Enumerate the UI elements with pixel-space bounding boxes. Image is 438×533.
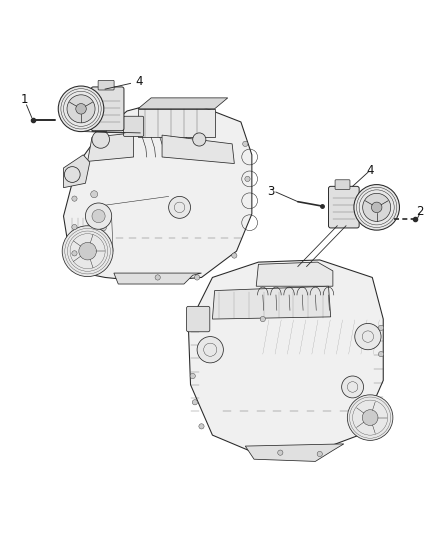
Circle shape [92,209,105,223]
Circle shape [169,197,191,219]
Circle shape [72,224,77,230]
Circle shape [354,184,399,230]
Circle shape [317,451,322,457]
Circle shape [243,141,248,147]
Circle shape [99,224,106,231]
Circle shape [85,203,112,229]
Circle shape [347,395,393,440]
Bar [95,121,106,131]
FancyBboxPatch shape [335,180,350,189]
Circle shape [92,131,110,148]
Circle shape [362,410,378,425]
FancyBboxPatch shape [91,87,124,131]
Circle shape [58,86,104,132]
Polygon shape [212,286,331,319]
Text: 1: 1 [20,93,28,106]
Circle shape [342,376,364,398]
FancyBboxPatch shape [124,116,144,136]
Circle shape [232,253,237,258]
Text: 4: 4 [135,75,143,88]
Circle shape [199,424,204,429]
Polygon shape [64,155,90,188]
Polygon shape [162,135,234,164]
Circle shape [378,325,384,330]
FancyBboxPatch shape [187,306,210,332]
Circle shape [64,167,80,182]
Text: 2: 2 [416,205,424,218]
Circle shape [76,103,86,114]
Circle shape [155,275,160,280]
Text: 4: 4 [366,164,374,176]
Circle shape [190,374,195,378]
Polygon shape [88,133,134,161]
Polygon shape [64,102,252,282]
Circle shape [104,241,111,248]
Polygon shape [245,444,344,462]
Text: 3: 3 [267,184,274,198]
Circle shape [193,133,206,146]
Polygon shape [138,98,228,109]
FancyBboxPatch shape [328,187,359,228]
Circle shape [245,176,250,182]
Polygon shape [256,262,333,286]
Circle shape [371,202,382,213]
Polygon shape [188,260,383,455]
Circle shape [62,226,113,277]
Circle shape [72,196,77,201]
Bar [138,109,215,138]
Circle shape [72,251,77,256]
Circle shape [355,324,381,350]
Circle shape [194,275,200,280]
Circle shape [260,317,265,322]
Circle shape [67,95,95,123]
FancyBboxPatch shape [98,80,114,90]
Circle shape [91,191,98,198]
Circle shape [197,336,223,363]
Circle shape [192,400,198,405]
Circle shape [363,193,391,221]
Polygon shape [114,273,201,284]
Circle shape [79,243,96,260]
Circle shape [378,351,384,357]
Circle shape [95,207,102,214]
Circle shape [278,450,283,455]
